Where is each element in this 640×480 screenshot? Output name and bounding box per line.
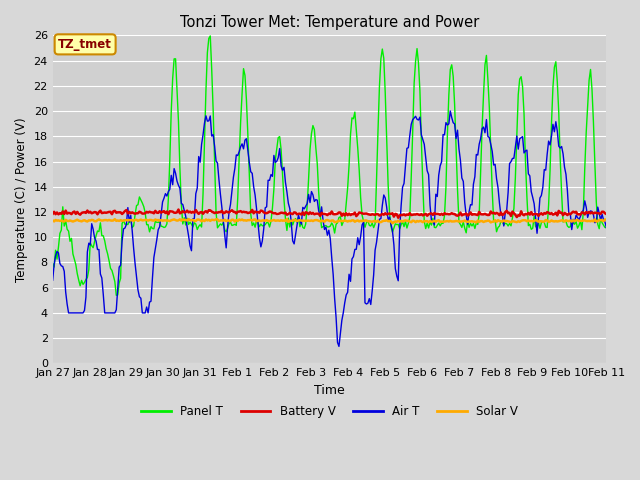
Legend: Panel T, Battery V, Air T, Solar V: Panel T, Battery V, Air T, Solar V xyxy=(136,401,523,423)
Y-axis label: Temperature (C) / Power (V): Temperature (C) / Power (V) xyxy=(15,117,28,282)
X-axis label: Time: Time xyxy=(314,384,345,397)
Title: Tonzi Tower Met: Temperature and Power: Tonzi Tower Met: Temperature and Power xyxy=(180,15,479,30)
Text: TZ_tmet: TZ_tmet xyxy=(58,38,112,51)
